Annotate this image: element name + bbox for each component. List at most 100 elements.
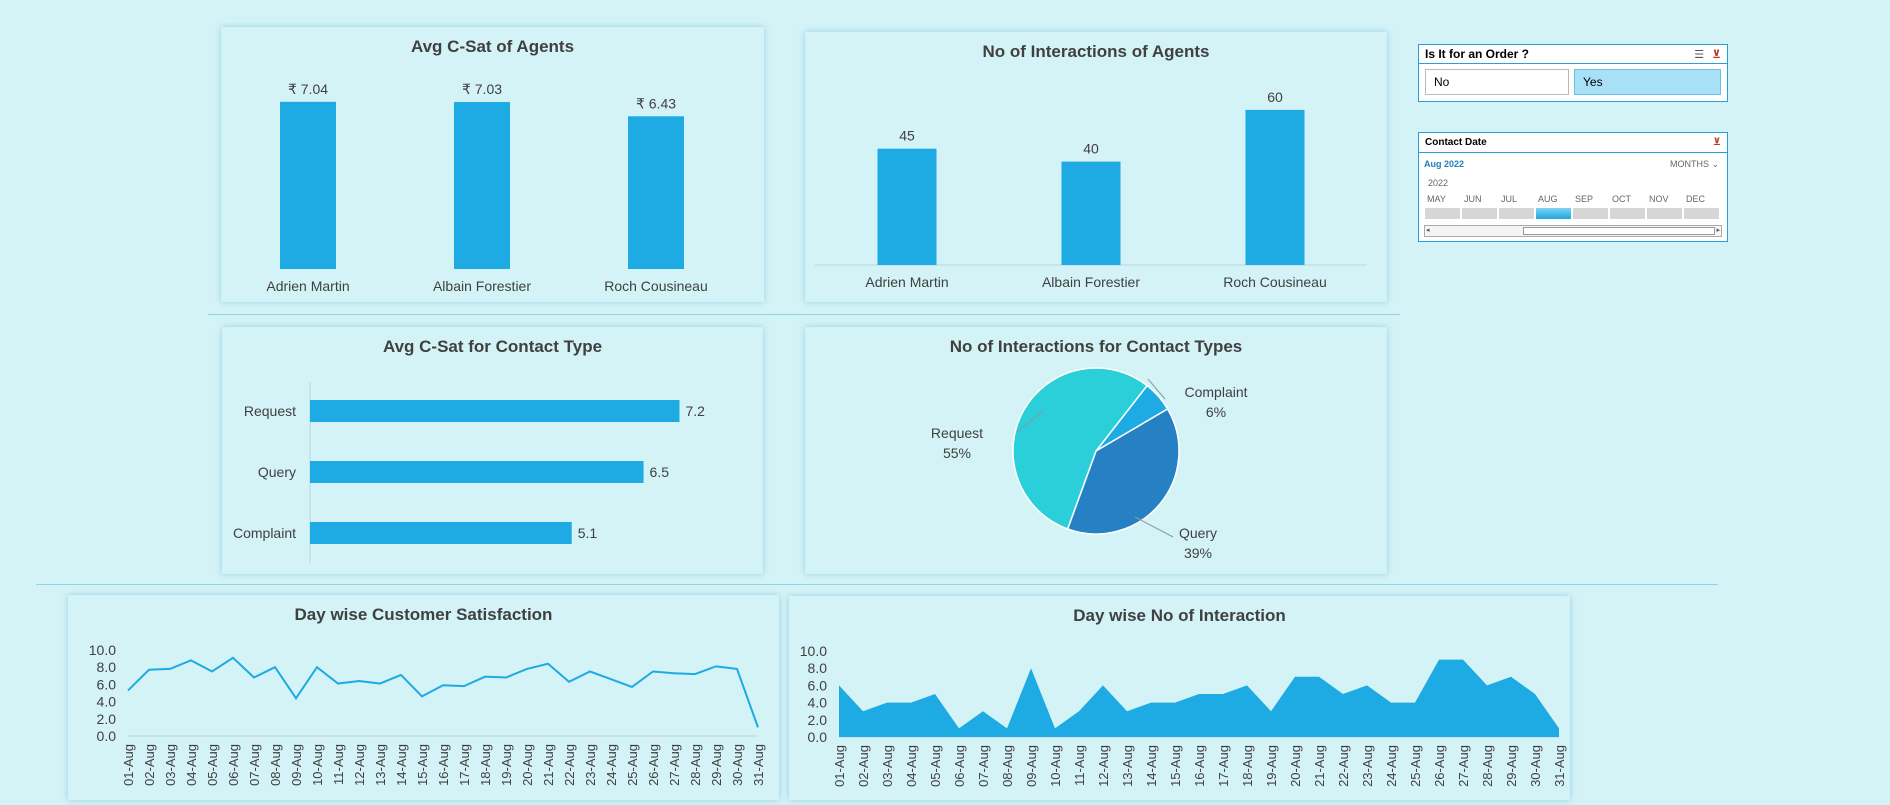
x-tick-label: 12-Aug [1096,745,1111,787]
day-csat-chart: Day wise Customer Satisfaction 0.0 2.0 4.0… [68,595,779,800]
category-label: Albain Forestier [433,278,531,294]
x-tick-label: 28-Aug [1480,745,1495,787]
slice-category-label: Query [1179,525,1217,541]
timeline-scrollbar[interactable]: ◂ ▸ [1424,225,1722,237]
category-label: Adrien Martin [865,274,948,290]
timeline-granularity[interactable]: MONTHS ⌄ [1669,159,1719,169]
chart-title: Avg C-Sat of Agents [410,37,575,56]
scroll-thumb[interactable] [1523,227,1715,235]
x-tick-label: 22-Aug [1336,745,1351,787]
x-tick-label: 07-Aug [247,744,262,786]
timeline-month-cell[interactable] [1462,208,1497,219]
chart-title: Day wise Customer Satisfaction [294,605,553,624]
slicer-header: Contact Date ⊻ [1419,133,1727,153]
order-option-no[interactable]: No [1425,69,1569,95]
multi-select-icon[interactable]: ☰ [1694,48,1705,61]
y-tick-label: 10.0 [800,643,827,659]
x-tick-label: 28-Aug [688,744,703,786]
scroll-right-icon[interactable]: ▸ [1716,227,1720,234]
csat-contact-plot: 7.2 Request 6.5 Query 5.1 Complaint [233,382,705,563]
slice-percent-label: 55% [943,445,971,461]
order-option-yes[interactable]: Yes [1574,69,1721,95]
x-tick-label: 21-Aug [541,744,556,786]
x-tick-label: 19-Aug [499,744,514,786]
y-tick-label: 6.0 [97,676,117,692]
csat-agents-chart: Avg C-Sat of Agents ₹ 7.04 Adrien Martin ₹… [221,27,764,302]
area-series [839,659,1559,737]
line-series [127,656,759,728]
x-tick-label: 23-Aug [583,744,598,786]
x-tick-label: 03-Aug [163,744,178,786]
y-tick-label: 10.0 [89,642,116,658]
category-label: Albain Forestier [1042,274,1140,290]
x-tick-label: 05-Aug [928,745,943,787]
x-tick-label: 30-Aug [1528,745,1543,787]
x-tick-label: 26-Aug [646,744,661,786]
x-tick-label: 03-Aug [880,745,895,787]
x-tick-label: 16-Aug [1192,745,1207,787]
y-tick-label: 6.0 [808,677,828,693]
x-tick-label: 14-Aug [1144,745,1159,787]
x-tick-label: 09-Aug [289,744,304,786]
x-tick-label: 14-Aug [394,744,409,786]
x-tick-label: 10-Aug [310,744,325,786]
y-tick-label: 4.0 [97,694,117,710]
timeline-year: 2022 [1428,178,1449,188]
timeline-month-cell[interactable] [1425,208,1460,219]
data-label: ₹ 6.43 [636,95,676,111]
chart-title: No of Interactions for Contact Types [949,337,1243,356]
divider-top [208,314,1400,315]
x-tick-label: 07-Aug [976,745,991,787]
timeline-month-cell[interactable] [1684,208,1719,219]
x-tick-label: 11-Aug [331,744,346,785]
timeline-month-cell[interactable] [1647,208,1682,219]
data-label: ₹ 7.04 [288,81,328,97]
category-label: Request [244,403,296,419]
chart-title: Avg C-Sat for Contact Type [382,337,603,356]
x-tick-label: 25-Aug [625,744,640,786]
leader-line [1147,378,1166,400]
x-tick-label: 29-Aug [709,744,724,786]
clear-filter-icon[interactable]: ⊻ [1712,137,1721,148]
category-label: Complaint [233,525,296,541]
bar [310,400,680,422]
timeline-month-label: MAY [1427,194,1446,204]
order-slicer: Is It for an Order ? ☰ ⊻ No Yes [1418,44,1728,102]
data-label: ₹ 7.03 [462,81,502,97]
timeline-month-label: JUN [1464,194,1482,204]
timeline-month-cell[interactable] [1499,208,1534,219]
bar [1061,161,1121,265]
x-tick-label: 23-Aug [1360,745,1375,787]
bar [454,102,510,269]
timeline-month-cell[interactable] [1573,208,1608,219]
data-label: 6.5 [650,464,670,480]
x-tick-label: 06-Aug [226,744,241,786]
scroll-left-icon[interactable]: ◂ [1426,227,1430,234]
x-tick-label: 24-Aug [1384,745,1399,787]
y-tick-label: 2.0 [808,712,828,728]
x-tick-label: 20-Aug [1288,745,1303,787]
timeline-month-label: DEC [1686,194,1706,204]
timeline-month-cell[interactable] [1536,208,1571,219]
slice-category-label: Request [931,425,983,441]
timeline-month-label: SEP [1575,194,1594,204]
x-tick-label: 10-Aug [1048,745,1063,787]
data-label: 40 [1083,141,1099,157]
clear-filter-icon[interactable]: ⊻ [1712,48,1721,61]
slice-percent-label: 6% [1206,404,1226,420]
slice-percent-label: 39% [1184,545,1212,561]
bar [310,461,644,483]
timeline-month-label: NOV [1649,194,1669,204]
x-tick-label: 02-Aug [142,744,157,786]
data-label: 5.1 [578,525,598,541]
timeline-month-cell[interactable] [1610,208,1645,219]
day-interactions-chart: Day wise No of Interaction 0.0 2.0 4.0 6.0 8… [789,596,1570,800]
y-tick-label: 4.0 [808,695,828,711]
x-tick-label: 16-Aug [436,744,451,786]
interactions-contact-chart: No of Interactions for Contact Types Com… [805,327,1387,574]
timeline-month-label: JUL [1501,194,1518,204]
pie-slice [1012,367,1149,530]
option-label: Yes [1583,75,1603,89]
csat-contact-chart: Avg C-Sat for Contact Type 7.2 Request 6.5… [222,327,763,574]
category-label: Roch Cousineau [1223,274,1327,290]
